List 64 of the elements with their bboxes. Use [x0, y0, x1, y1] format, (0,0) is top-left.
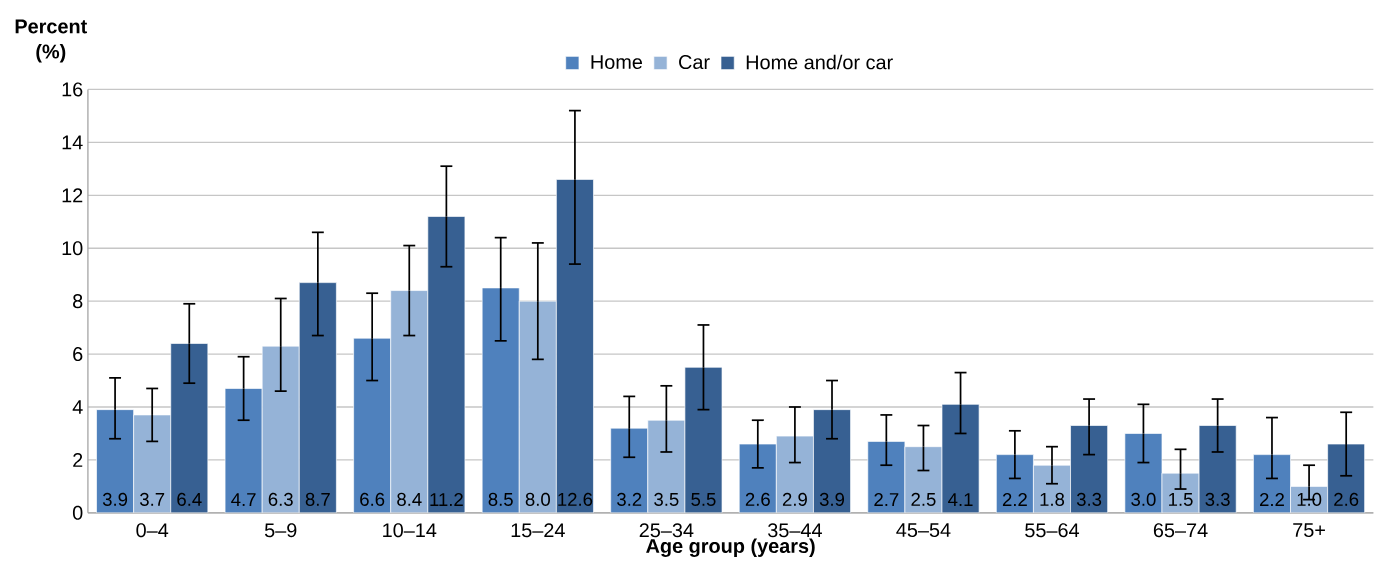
y-tick-label: 0 — [72, 505, 83, 520]
y-tick-label: 16 — [62, 82, 83, 97]
x-tick-label: 5–9 — [264, 522, 297, 538]
bar — [556, 178, 594, 513]
x-tick-label: 45–54 — [896, 522, 951, 537]
legend-label: Car — [679, 54, 710, 69]
data-label: 2.6 — [1334, 492, 1359, 506]
data-label: 3.3 — [1076, 492, 1102, 506]
data-label: 6.4 — [177, 492, 202, 506]
bar — [684, 366, 723, 513]
data-label: 2.2 — [1002, 492, 1027, 506]
data-label: 3.9 — [102, 492, 128, 506]
data-label: 1.0 — [1297, 492, 1322, 506]
data-label: 2.9 — [782, 492, 807, 506]
data-label: 8.4 — [397, 492, 422, 506]
data-label: 2.6 — [745, 492, 770, 506]
bar — [298, 282, 337, 513]
data-label: 3.5 — [654, 492, 679, 506]
x-tick-label: 75+ — [1293, 522, 1325, 537]
x-tick-label: 10–14 — [383, 522, 437, 538]
bar — [1198, 425, 1237, 513]
data-label: 8.0 — [525, 492, 550, 506]
data-label: 1.8 — [1040, 492, 1065, 506]
data-label: 2.5 — [911, 492, 936, 506]
bar — [1070, 425, 1108, 513]
data-label: 11.2 — [430, 492, 463, 506]
y-tick-label: 10 — [62, 240, 83, 256]
x-tick-label: 55–64 — [1025, 522, 1080, 538]
x-tick-label: 0–4 — [136, 522, 169, 538]
bar — [1327, 443, 1366, 513]
data-label: 2.2 — [1260, 492, 1284, 506]
bar — [813, 409, 851, 513]
bar — [941, 403, 980, 513]
x-tick-label: 25–34 — [639, 522, 694, 538]
data-label: 4.7 — [231, 493, 256, 506]
data-label: 6.6 — [360, 492, 385, 506]
y-tick-label: 12 — [62, 188, 83, 203]
y-tick-label: 14 — [62, 135, 83, 150]
y-tick-label: 6 — [73, 346, 83, 361]
x-axis-title: Age group (years) — [646, 538, 815, 557]
data-label: 1.5 — [1169, 492, 1193, 506]
bar — [427, 215, 466, 513]
data-label: 8.5 — [488, 492, 513, 506]
data-label: 3.7 — [140, 492, 165, 506]
data-label: 2.7 — [874, 492, 899, 506]
data-label: 3.0 — [1131, 492, 1156, 506]
data-label: 3.9 — [819, 492, 845, 506]
bar — [170, 342, 209, 513]
y-tick-label: 8 — [73, 293, 83, 308]
legend-label: Home — [591, 54, 643, 69]
x-tick-label: 15–24 — [511, 522, 565, 538]
data-label: 4.1 — [948, 493, 973, 506]
data-label: 12.6 — [558, 492, 593, 506]
y-tick-label: 4 — [72, 399, 83, 414]
y-axis-title: Percent (%) — [15, 19, 88, 63]
data-label: 6.3 — [268, 492, 293, 506]
x-tick-label: 35–44 — [768, 522, 822, 538]
data-label: 8.7 — [305, 492, 330, 506]
x-tick-label: 65–74 — [1153, 522, 1208, 538]
data-label: 3.2 — [617, 492, 642, 506]
legend-label: Home and/or car — [746, 54, 893, 70]
data-label: 5.5 — [691, 492, 716, 506]
y-tick-label: 2 — [73, 452, 83, 467]
data-label: 3.3 — [1205, 492, 1230, 506]
